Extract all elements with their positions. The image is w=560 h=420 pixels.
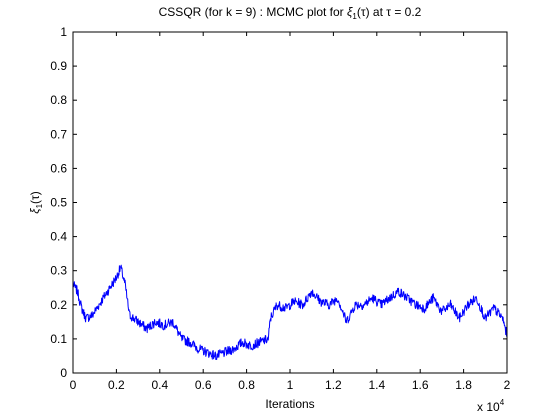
x-tick-label: 1.4 (368, 378, 385, 392)
multiplier-base: x 10 (477, 400, 500, 414)
x-tick-label: 0.2 (108, 378, 125, 392)
y-tick-label: 0.8 (50, 93, 67, 107)
title-symbol: ξ (347, 5, 353, 19)
x-axis-label: Iterations (265, 397, 314, 411)
x-tick-label: 0.8 (238, 378, 255, 392)
ylabel-suffix: (τ) (28, 191, 42, 204)
x-axis-multiplier: x 104 (477, 398, 505, 414)
title-suffix: (τ) at τ = 0.2 (357, 5, 422, 19)
x-tick-label: 1.2 (325, 378, 342, 392)
y-tick-label: 0.3 (50, 264, 67, 278)
x-tick-label: 1.6 (412, 378, 429, 392)
x-tick-label: 0 (70, 378, 77, 392)
y-tick-label: 0.2 (50, 298, 67, 312)
title-subscript: 1 (352, 12, 357, 21)
x-tick-label: 2 (504, 378, 511, 392)
y-tick-label: 0.6 (50, 161, 67, 175)
x-tick-label: 0.6 (195, 378, 212, 392)
multiplier-exponent: 4 (500, 398, 505, 407)
y-ticks: 0 0.1 0.2 0.3 0.4 0.5 0.6 0.7 0.8 0.9 1 (50, 25, 507, 380)
x-tick-label: 0.4 (151, 378, 168, 392)
y-tick-label: 0.7 (50, 127, 67, 141)
x-tick-label: 1.8 (455, 378, 472, 392)
ylabel-symbol: ξ (28, 208, 42, 214)
x-tick-label: 1 (287, 378, 294, 392)
y-tick-label: 0 (60, 366, 67, 380)
y-tick-label: 0.5 (50, 196, 67, 210)
x-ticks: 0 0.2 0.4 0.6 0.8 1 1.2 1.4 1.6 1.8 2 (70, 32, 511, 392)
y-tick-label: 0.1 (50, 332, 67, 346)
title-prefix: CSSQR (for k = 9) : MCMC plot for (159, 5, 347, 19)
y-tick-label: 1 (60, 25, 67, 39)
y-tick-label: 0.4 (50, 230, 67, 244)
chart-title: CSSQR (for k = 9) : MCMC plot for ξ1(τ) … (159, 5, 422, 21)
ylabel-subscript: 1 (35, 203, 44, 208)
trace-line (72, 264, 508, 360)
y-tick-label: 0.9 (50, 59, 67, 73)
data-series (72, 264, 508, 360)
y-axis-label: ξ1(τ) (28, 191, 44, 214)
plot-area (73, 32, 507, 373)
